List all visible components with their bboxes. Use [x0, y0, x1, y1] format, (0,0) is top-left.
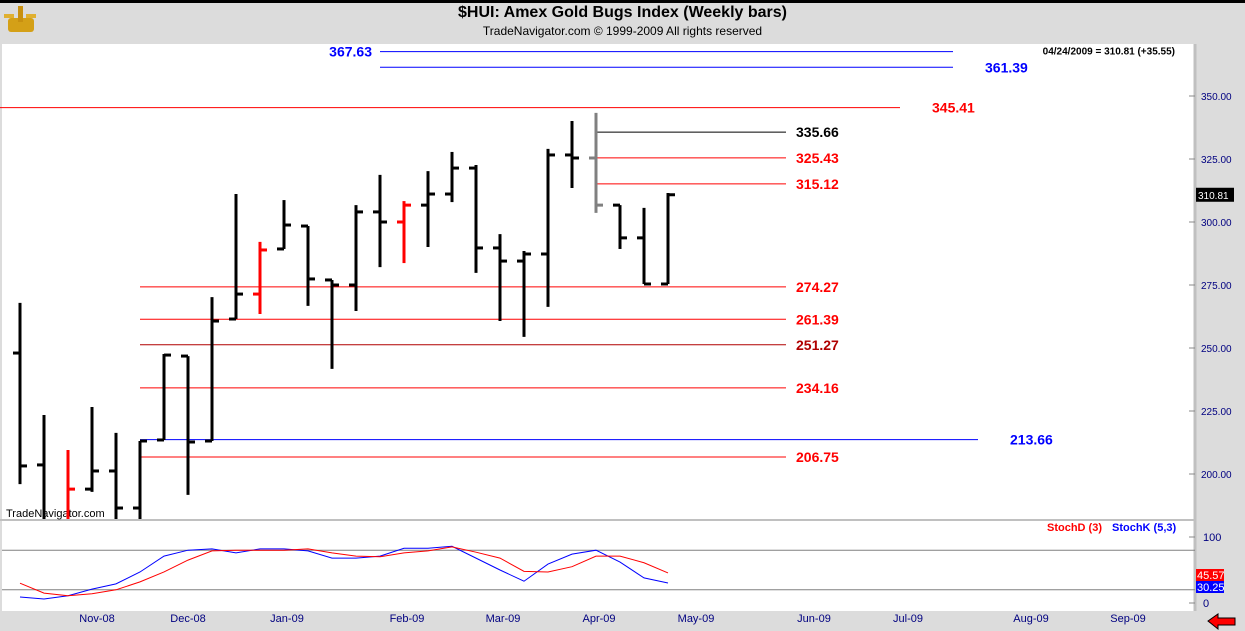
price-bar	[37, 415, 46, 519]
y-tick-label: 225.00	[1201, 407, 1232, 418]
level-label: 261.39	[796, 311, 839, 327]
status-readout: 04/24/2009 = 310.81 (+35.55)	[1043, 46, 1175, 57]
price-bar	[157, 353, 171, 442]
stoch-last-box	[1196, 569, 1224, 581]
legend-stochd: StochD (3)	[1047, 522, 1102, 534]
stoch-line-d	[19, 546, 669, 597]
tradenavigator-logo-icon	[4, 6, 36, 32]
price-bar	[565, 120, 579, 188]
price-bar	[517, 250, 531, 337]
price-bar	[397, 201, 411, 264]
price-bar	[541, 148, 555, 307]
x-tick-label: Sep-09	[1110, 613, 1145, 625]
window-top-border	[0, 0, 1245, 3]
price-bar	[637, 207, 651, 286]
price-bar	[205, 297, 219, 443]
level-label: 251.27	[796, 337, 839, 353]
price-bar	[109, 432, 123, 519]
stochastic-panel	[2, 521, 1195, 611]
price-bar	[66, 450, 75, 519]
watermark: TradeNavigator.com	[6, 508, 105, 520]
price-bar	[253, 241, 267, 314]
y-tick-label: 275.00	[1201, 281, 1232, 292]
level-label: 335.66	[796, 124, 839, 140]
last-value-label: 310.81	[1198, 191, 1229, 202]
x-tick-label: Aug-09	[1013, 613, 1048, 625]
x-tick-label: Mar-09	[486, 613, 521, 625]
price-bar	[85, 406, 99, 492]
chart-title: $HUI: Amex Gold Bugs Index (Weekly bars)	[458, 4, 787, 21]
price-bar	[613, 203, 627, 249]
x-tick-label: Jan-09	[270, 613, 304, 625]
price-bar	[373, 174, 387, 268]
level-label: 367.63	[329, 44, 372, 60]
price-bar	[181, 354, 195, 495]
price-bar	[661, 193, 675, 286]
price-bar	[589, 112, 603, 213]
y-tick-label: 0	[1203, 598, 1209, 610]
price-panel	[2, 44, 1195, 520]
stoch-last-label: 30.25	[1197, 582, 1225, 594]
x-tick-label: Feb-09	[390, 613, 425, 625]
level-label: 206.75	[796, 449, 839, 465]
left-arrow-icon[interactable]	[1207, 613, 1236, 631]
level-label: 213.66	[1010, 432, 1053, 448]
stoch-line-k	[19, 545, 669, 600]
price-bar	[421, 171, 435, 247]
price-bar	[229, 194, 243, 321]
price-bar	[325, 278, 339, 369]
last-value-box	[1196, 187, 1234, 202]
x-tick-label: Nov-08	[79, 613, 114, 625]
x-tick-label: Jul-09	[893, 613, 923, 625]
x-tick-label: Jun-09	[797, 613, 831, 625]
x-tick-label: Dec-08	[170, 613, 205, 625]
level-label: 361.39	[985, 59, 1028, 75]
y-tick-label: 350.00	[1201, 92, 1232, 103]
legend-stochk: StochK (5,3)	[1112, 522, 1177, 534]
x-tick-label: May-09	[678, 613, 715, 625]
price-bar	[349, 205, 363, 311]
price-bar	[301, 224, 315, 306]
y-tick-label: 100	[1203, 532, 1221, 544]
price-bar	[493, 234, 507, 322]
y-tick-label: 325.00	[1201, 155, 1232, 166]
stoch-last-label: 45.57	[1197, 570, 1225, 582]
x-tick-label: Apr-09	[582, 613, 615, 625]
price-bar	[445, 151, 459, 203]
price-bar	[13, 302, 27, 485]
stoch-last-box	[1196, 581, 1224, 593]
level-label: 345.41	[932, 100, 975, 116]
level-label: 234.16	[796, 380, 839, 396]
price-bar	[133, 439, 147, 519]
level-label: 325.43	[796, 150, 839, 166]
level-label: 315.12	[796, 176, 839, 192]
price-bar	[277, 200, 291, 251]
level-label: 274.27	[796, 279, 839, 295]
y-tick-label: 200.00	[1201, 470, 1232, 481]
price-bar	[469, 165, 483, 273]
y-tick-label: 300.00	[1201, 218, 1232, 229]
y-tick-label: 250.00	[1201, 344, 1232, 355]
chart-subtitle: TradeNavigator.com © 1999-2009 All right…	[482, 24, 763, 38]
